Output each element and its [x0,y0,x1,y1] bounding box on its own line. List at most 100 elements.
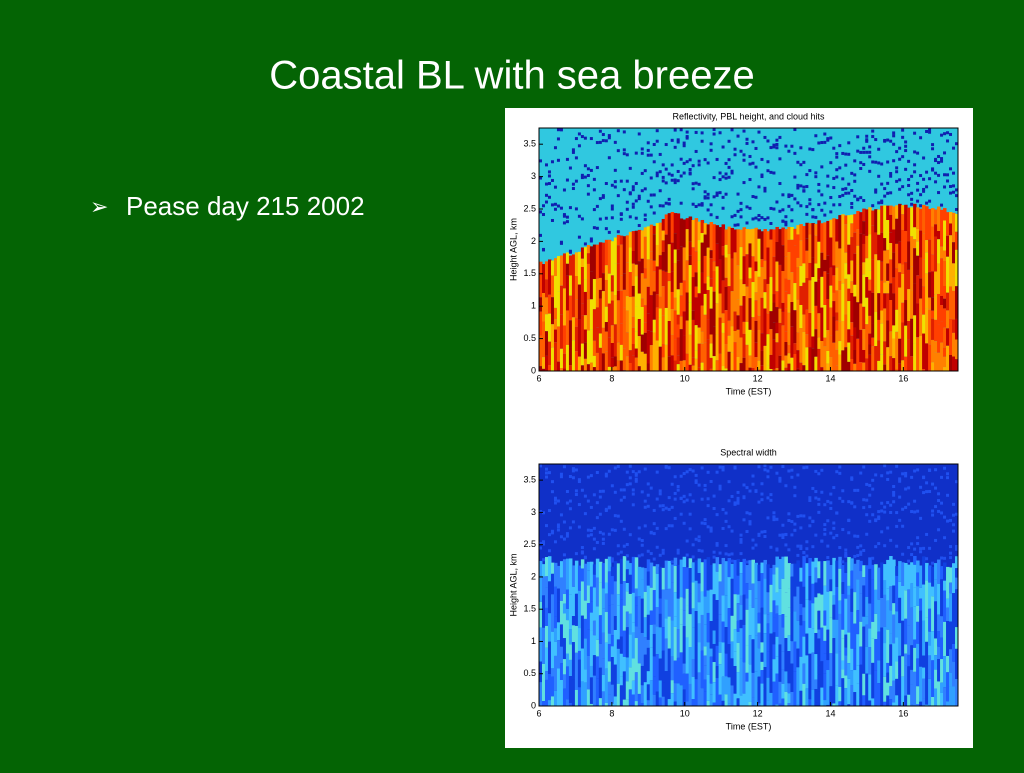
heatmap-cell [898,696,901,706]
heatmap-speckle [817,511,820,514]
heatmap-speckle [581,546,584,549]
heatmap-speckle [928,490,931,493]
heatmap-cell [668,321,671,357]
heatmap-cell [671,272,674,292]
heatmap-cell [710,344,713,358]
heatmap-cell [781,627,784,651]
heatmap-cell [841,342,844,350]
heatmap-speckle [587,174,590,177]
heatmap-cell [710,334,713,343]
heatmap-cell [737,300,740,316]
heatmap-speckle [898,178,901,181]
heatmap-speckle [853,535,856,538]
heatmap-cell [766,623,769,652]
heatmap-cell [572,317,575,340]
x-tick-label: 10 [680,708,690,718]
heatmap-cell [940,693,943,706]
heatmap-speckle [832,486,835,489]
heatmap-speckle [889,471,892,474]
heatmap-cell [799,604,802,615]
heatmap-cell [778,589,781,615]
heatmap-cell [557,668,560,697]
heatmap-speckle [548,170,551,173]
heatmap-cell [608,682,611,694]
heatmap-cell [623,700,626,706]
heatmap-cell [853,328,856,350]
heatmap-cell [766,700,769,706]
heatmap-speckle [650,176,653,179]
heatmap-cell [901,621,904,657]
heatmap-speckle [557,159,560,162]
heatmap-speckle [784,533,787,536]
heatmap-cell [775,322,778,333]
heatmap-speckle [686,499,689,502]
heatmap-cell [763,688,766,706]
heatmap-cell [635,265,638,277]
heatmap-cell [605,612,608,643]
heatmap-speckle [602,542,605,545]
heatmap-cell [707,613,710,642]
heatmap-speckle [614,185,617,188]
heatmap-speckle [560,535,563,538]
heatmap-speckle [832,536,835,539]
heatmap-speckle [772,515,775,518]
heatmap-cell [710,287,713,309]
heatmap-cell [841,630,844,639]
heatmap-speckle [713,556,716,559]
heatmap-cell [704,691,707,706]
heatmap-cell [835,242,838,268]
heatmap-cell [928,310,931,345]
heatmap-cell [811,562,814,584]
heatmap-cell [847,274,850,288]
heatmap-speckle [949,545,952,548]
heatmap-cell [584,279,587,292]
heatmap-cell [913,648,916,672]
heatmap-cell [784,592,787,617]
heatmap-speckle [704,190,707,193]
heatmap-speckle [566,158,569,161]
heatmap-cell [572,290,575,317]
heatmap-cell [608,240,611,274]
heatmap-speckle [716,158,719,161]
heatmap-cell [638,366,641,371]
heatmap-cell [686,701,689,706]
heatmap-speckle [793,152,796,155]
heatmap-speckle [614,141,617,144]
heatmap-cell [701,306,704,332]
heatmap-speckle [644,214,647,217]
heatmap-speckle [799,547,802,550]
heatmap-speckle [734,153,737,156]
heatmap-cell [778,356,781,371]
heatmap-cell [916,561,919,573]
heatmap-cell [868,355,871,371]
heatmap-cell [581,303,584,315]
heatmap-cell [629,634,632,667]
heatmap-cell [587,656,590,690]
heatmap-cell [874,670,877,706]
heatmap-cell [629,689,632,706]
heatmap-cell [829,268,832,286]
heatmap-cell [886,683,889,696]
heatmap-speckle [557,528,560,531]
heatmap-cell [659,317,662,347]
heatmap-cell [551,668,554,676]
heatmap-speckle [946,520,949,523]
heatmap-cell [817,665,820,674]
heatmap-speckle [907,560,910,563]
heatmap-cell [716,572,719,600]
heatmap-cell [778,615,781,644]
heatmap-cell [623,273,626,290]
heatmap-speckle [787,512,790,515]
heatmap-cell [817,220,820,241]
heatmap-cell [632,297,635,317]
heatmap-cell [689,568,692,593]
heatmap-speckle [704,518,707,521]
heatmap-cell [934,352,937,371]
heatmap-cell [746,254,749,286]
heatmap-speckle [584,556,587,559]
heatmap-cell [701,273,704,306]
heatmap-speckle [913,500,916,503]
heatmap-cell [749,560,752,590]
heatmap-speckle [647,141,650,144]
heatmap-cell [871,639,874,663]
